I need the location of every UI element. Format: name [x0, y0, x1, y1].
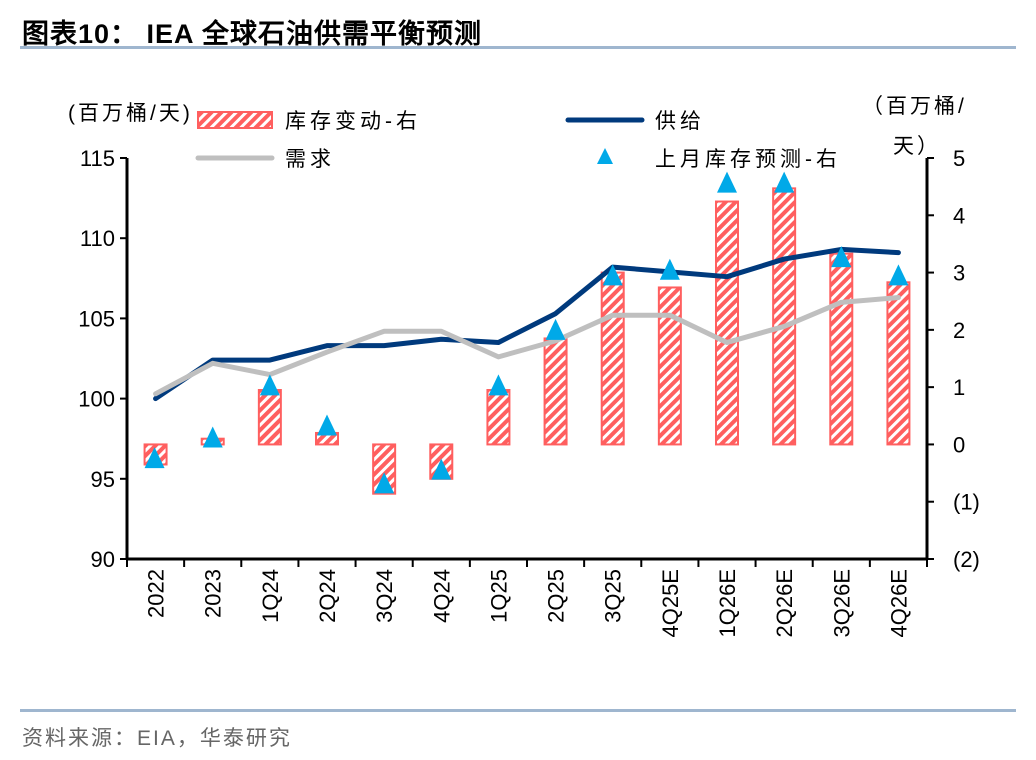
left-axis-label: (百万桶/天)	[68, 102, 193, 125]
forecast-triangle-marker	[259, 374, 280, 396]
legend-label-forecast: 上月库存预测-右	[655, 148, 841, 171]
inventory-change-bar	[372, 443, 397, 495]
chart-title: 图表10： IEA 全球石油供需平衡预测	[22, 19, 483, 49]
inventory-change-bar	[600, 271, 625, 446]
right-axis-label-line1: （百万桶/	[862, 95, 967, 118]
x-tick-label: 2Q25	[544, 569, 569, 623]
x-tick-label: 1Q24	[258, 569, 283, 623]
right-tick-label: 3	[953, 261, 965, 286]
inventory-change-bar	[715, 200, 739, 446]
legend-label-inventory: 库存变动-右	[285, 110, 421, 133]
right-tick-label: 5	[953, 146, 965, 171]
forecast-triangle-marker	[659, 258, 680, 280]
forecast-triangle-marker	[888, 264, 909, 286]
forecast-triangle-marker	[202, 426, 223, 448]
right-tick-label: (2)	[953, 547, 980, 572]
x-tick-label: 2022	[144, 569, 169, 618]
legend-label-supply: 供给	[655, 110, 705, 133]
forecast-triangle-marker	[602, 264, 623, 286]
chart: 90 95 100 105 110 115 (2) (1) 0 1 2 3 4 5 2022 2023 1Q24…	[68, 95, 980, 638]
legend-label-demand: 需求	[285, 148, 335, 171]
footer-divider	[20, 709, 1016, 712]
forecast-triangle-marker	[144, 447, 165, 469]
left-tick-label: 100	[78, 387, 115, 412]
right-tick-label: 1	[953, 375, 965, 400]
inventory-change-bar	[257, 389, 282, 446]
inventory-change-bar	[486, 389, 511, 446]
x-tick-label: 2023	[201, 569, 226, 618]
right-tick-label: 2	[953, 318, 965, 343]
inventory-change-bar	[886, 281, 911, 446]
forecast-triangle-marker	[545, 318, 566, 340]
right-tick-label: 4	[953, 203, 965, 228]
forecast-triangle-marker	[831, 246, 852, 268]
forecast-triangle-marker	[374, 472, 395, 494]
x-tick-label: 2Q26E	[772, 569, 797, 638]
x-tick-label: 2Q24	[315, 569, 340, 623]
source-note: 资料来源：EIA，华泰研究	[22, 727, 292, 750]
x-tick-label: 1Q25	[486, 569, 511, 623]
forecast-triangle-marker	[431, 458, 452, 480]
x-tick-label: 3Q24	[372, 569, 397, 623]
inventory-change-bar	[829, 252, 854, 446]
legend-triangle-marker	[597, 148, 613, 164]
inventory-change-bar	[772, 187, 797, 446]
demand-line	[153, 295, 901, 397]
x-tick-label: 4Q26E	[886, 569, 911, 638]
left-tick-label: 95	[91, 467, 115, 492]
forecast-triangle-marker	[717, 171, 737, 193]
x-tick-label: 3Q25	[601, 569, 626, 623]
forecast-triangle-marker	[488, 374, 509, 396]
forecast-triangle-marker	[774, 171, 795, 193]
forecast-triangle-marker	[317, 414, 337, 436]
x-tick-label: 4Q24	[429, 569, 454, 623]
supply-line	[153, 246, 901, 402]
left-tick-label: 90	[91, 547, 115, 572]
left-tick-label: 110	[80, 226, 115, 251]
x-tick-label: 3Q26E	[829, 569, 854, 638]
right-tick-label: (1)	[953, 490, 980, 515]
inventory-change-bar	[543, 337, 568, 446]
right-axis-label-line2: 天）	[893, 135, 941, 158]
x-tick-label: 4Q25E	[658, 569, 683, 638]
right-tick-label: 0	[953, 432, 965, 457]
title-divider	[20, 46, 1016, 49]
x-tick-label: 1Q26E	[715, 569, 740, 638]
left-tick-label: 105	[78, 306, 115, 331]
inventory-change-bar	[657, 286, 682, 446]
left-tick-label: 115	[80, 146, 115, 171]
legend-bar-swatch	[197, 111, 273, 129]
